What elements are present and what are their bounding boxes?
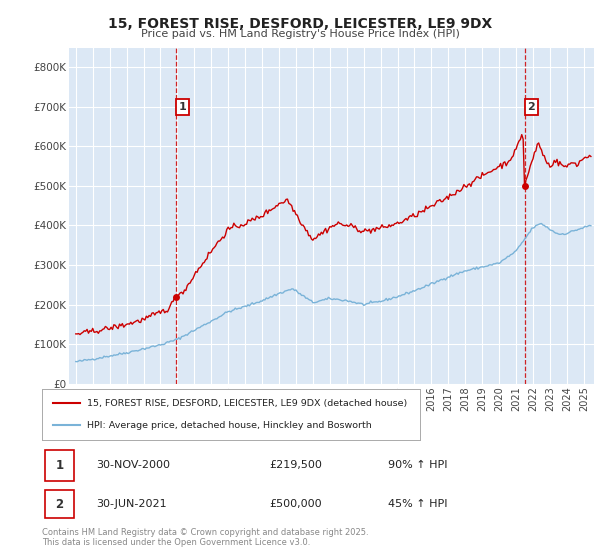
Text: 90% ↑ HPI: 90% ↑ HPI	[388, 460, 447, 470]
Text: 30-NOV-2000: 30-NOV-2000	[96, 460, 170, 470]
Text: 15, FOREST RISE, DESFORD, LEICESTER, LE9 9DX (detached house): 15, FOREST RISE, DESFORD, LEICESTER, LE9…	[88, 399, 407, 408]
Text: 30-JUN-2021: 30-JUN-2021	[96, 500, 167, 509]
Text: HPI: Average price, detached house, Hinckley and Bosworth: HPI: Average price, detached house, Hinc…	[88, 421, 372, 430]
Text: Contains HM Land Registry data © Crown copyright and database right 2025.
This d: Contains HM Land Registry data © Crown c…	[42, 528, 368, 547]
Text: 2: 2	[527, 102, 535, 112]
Text: 1: 1	[179, 102, 187, 112]
Text: 45% ↑ HPI: 45% ↑ HPI	[388, 500, 447, 509]
Text: 2: 2	[55, 498, 64, 511]
Text: £219,500: £219,500	[269, 460, 322, 470]
Text: £500,000: £500,000	[269, 500, 322, 509]
FancyBboxPatch shape	[45, 450, 74, 480]
Text: 15, FOREST RISE, DESFORD, LEICESTER, LE9 9DX: 15, FOREST RISE, DESFORD, LEICESTER, LE9…	[108, 17, 492, 31]
Text: 1: 1	[55, 459, 64, 472]
FancyBboxPatch shape	[45, 490, 74, 519]
Text: Price paid vs. HM Land Registry's House Price Index (HPI): Price paid vs. HM Land Registry's House …	[140, 29, 460, 39]
